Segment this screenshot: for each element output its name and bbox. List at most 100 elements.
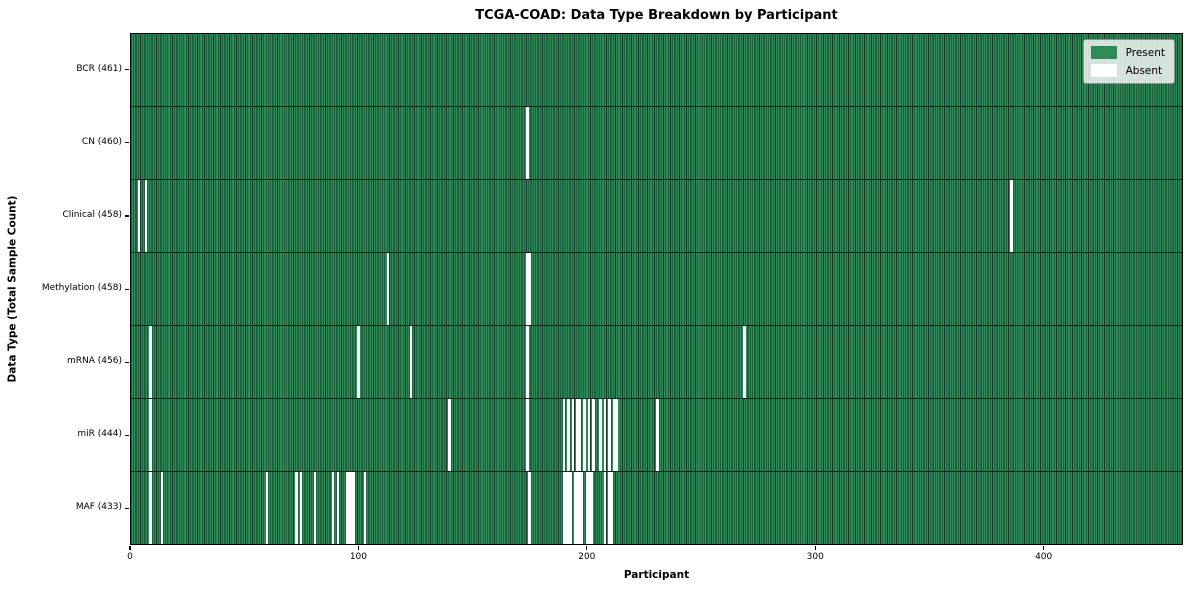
y-tick-label-mrna: mRNA (456)	[67, 356, 122, 367]
absent-mark	[567, 472, 570, 544]
absent-mark	[603, 472, 607, 544]
absent-mark	[576, 399, 579, 471]
heatmap-row-mrna	[131, 326, 1182, 399]
absent-mark	[585, 472, 589, 544]
absent-mark	[149, 326, 152, 398]
absent-mark	[357, 326, 360, 398]
absent-mark	[569, 472, 573, 544]
heatmap-row-clinical	[131, 180, 1182, 253]
absent-mark	[352, 472, 356, 544]
absent-mark	[137, 180, 141, 252]
legend-label-absent: Absent	[1125, 64, 1163, 77]
legend: Present Absent	[1082, 39, 1175, 84]
absent-mark	[526, 107, 529, 179]
absent-mark	[528, 472, 531, 544]
legend-label-present: Present	[1125, 46, 1165, 59]
heatmap-row-mir	[131, 399, 1182, 472]
legend-entry-absent: Absent	[1090, 64, 1165, 77]
chart-title: TCGA-COAD: Data Type Breakdown by Partic…	[475, 8, 838, 23]
absent-mark	[580, 472, 584, 544]
x-tick-label: 0	[127, 552, 133, 562]
absent-mark	[587, 399, 591, 471]
absent-mark	[592, 399, 595, 471]
absent-mark	[149, 472, 152, 544]
y-tick-label-methylation: Methylation (458)	[41, 283, 122, 293]
absent-mark	[743, 326, 746, 398]
x-tick-label: 200	[578, 552, 596, 562]
absent-mark	[599, 399, 602, 471]
absent-mark	[610, 472, 614, 544]
absent-mark	[386, 253, 390, 325]
legend-swatch-absent	[1090, 64, 1117, 77]
heatmap-rows	[131, 34, 1182, 544]
absent-mark	[526, 399, 529, 471]
absent-mark	[528, 253, 531, 325]
heatmap-row-cn	[131, 107, 1182, 180]
absent-mark	[578, 472, 582, 544]
x-tick-label: 400	[1035, 552, 1053, 562]
absent-mark	[656, 399, 659, 471]
y-tick-mark	[125, 69, 129, 71]
absent-mark	[587, 472, 591, 544]
x-axis-label: Participant	[623, 569, 690, 581]
absent-mark	[1010, 180, 1013, 252]
absent-mark	[363, 472, 367, 544]
absent-mark	[562, 472, 566, 544]
absent-mark	[583, 399, 586, 471]
absent-mark	[144, 180, 148, 252]
absent-mark	[350, 472, 353, 544]
plot-area: Present Absent	[130, 33, 1183, 545]
y-tick-mark	[125, 434, 129, 436]
y-tick-mark	[125, 361, 129, 363]
y-tick-label-cn: CN (460)	[81, 136, 122, 147]
x-tick-mark	[129, 546, 131, 550]
y-tick-label-mir: miR (444)	[77, 429, 122, 440]
absent-mark	[347, 472, 351, 544]
absent-mark	[345, 472, 349, 544]
absent-mark	[603, 399, 607, 471]
absent-mark	[526, 253, 529, 325]
y-tick-mark	[125, 142, 129, 144]
absent-mark	[567, 399, 570, 471]
x-tick-mark	[1043, 546, 1045, 550]
absent-mark	[336, 472, 340, 544]
y-tick-label-maf: MAF (433)	[75, 502, 122, 513]
absent-mark	[615, 399, 618, 471]
absent-mark	[149, 399, 152, 471]
absent-mark	[578, 399, 582, 471]
absent-mark	[576, 472, 579, 544]
heatmap-row-methylation	[131, 253, 1182, 326]
absent-mark	[608, 399, 611, 471]
absent-mark	[590, 472, 593, 544]
x-tick-mark	[357, 546, 359, 550]
absent-mark	[612, 399, 616, 471]
absent-mark	[265, 472, 269, 544]
heatmap-row-bcr	[131, 34, 1182, 107]
absent-mark	[300, 472, 303, 544]
absent-mark	[574, 472, 577, 544]
absent-mark	[448, 399, 451, 471]
y-tick-mark	[125, 288, 129, 290]
absent-mark	[332, 472, 335, 544]
absent-mark	[295, 472, 298, 544]
y-tick-label-clinical: Clinical (458)	[62, 209, 122, 220]
legend-swatch-present	[1090, 46, 1117, 59]
absent-mark	[409, 326, 413, 398]
absent-mark	[313, 472, 317, 544]
x-tick-label: 100	[349, 552, 367, 562]
absent-mark	[564, 472, 568, 544]
y-tick-mark	[125, 215, 129, 217]
x-tick-label: 300	[806, 552, 824, 562]
absent-mark	[526, 326, 529, 398]
y-tick-mark	[125, 507, 129, 510]
y-tick-label-bcr: BCR (461)	[76, 63, 122, 74]
legend-entry-present: Present	[1090, 46, 1165, 59]
x-tick-mark	[814, 546, 816, 550]
absent-mark	[562, 399, 566, 471]
absent-mark	[571, 399, 575, 471]
heatmap-row-maf	[131, 472, 1182, 544]
absent-mark	[160, 472, 164, 544]
x-tick-mark	[586, 546, 588, 550]
absent-mark	[608, 472, 611, 544]
